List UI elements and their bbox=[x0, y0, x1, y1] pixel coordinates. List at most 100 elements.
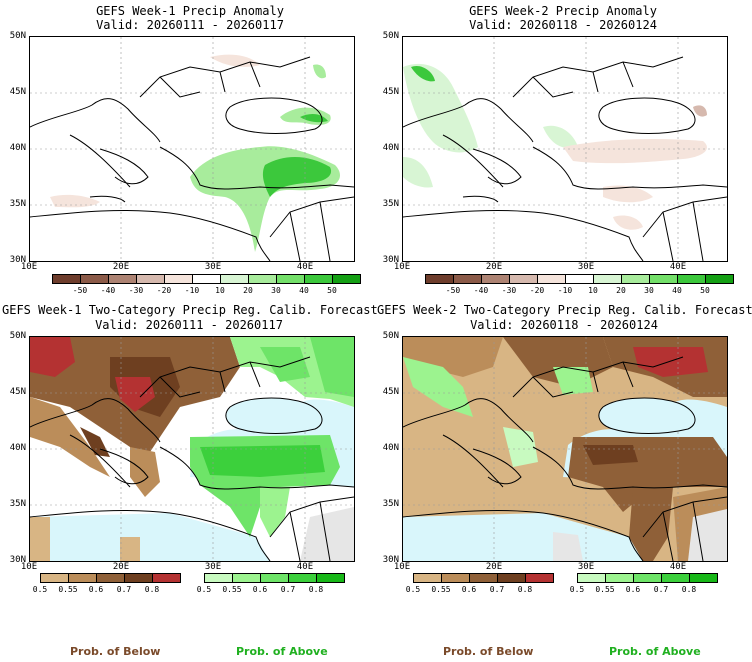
colorbar-swatch bbox=[605, 573, 634, 583]
colorbar-swatch bbox=[232, 573, 261, 583]
colorbar-tick: -50 bbox=[72, 286, 88, 295]
lat-label: 30N bbox=[9, 555, 26, 565]
lat-lon-grid bbox=[403, 337, 727, 561]
colorbar-tick: 0.55 bbox=[595, 585, 615, 594]
colorbar-tick: 0.7 bbox=[489, 585, 505, 594]
lat-label: 45N bbox=[9, 387, 26, 397]
anomaly-colorbar: -50 -40 -30 -20 -10 10 20 30 40 50 bbox=[425, 274, 734, 300]
colorbar-swatch bbox=[96, 573, 125, 583]
lat-label: 30N bbox=[382, 555, 399, 565]
colorbar-swatch bbox=[248, 274, 277, 284]
panel-title: GEFS Week-1 Two-Category Precip Reg. Cal… bbox=[2, 303, 378, 317]
lat-lon-grid bbox=[30, 337, 354, 561]
colorbar-tick: -20 bbox=[156, 286, 172, 295]
colorbar-swatch bbox=[705, 274, 734, 284]
colorbar-tick: 10 bbox=[588, 286, 598, 295]
colorbar-swatch bbox=[276, 274, 305, 284]
probability-map-week1 bbox=[29, 336, 355, 562]
lon-label: 10E bbox=[393, 562, 411, 572]
colorbar-tick: -10 bbox=[557, 286, 573, 295]
colorbar-swatch bbox=[136, 274, 165, 284]
colorbar-swatch bbox=[152, 573, 181, 583]
lon-label: 30E bbox=[577, 262, 595, 272]
lat-label: 35N bbox=[9, 499, 26, 509]
colorbar-swatch bbox=[441, 573, 470, 583]
colorbar-tick: -30 bbox=[501, 286, 517, 295]
panel-valid-dates: Valid: 20260111 - 20260117 bbox=[95, 318, 283, 332]
coastlines bbox=[403, 56, 727, 261]
lat-label: 45N bbox=[382, 387, 399, 397]
colorbar-swatch bbox=[661, 573, 690, 583]
colorbar-swatch bbox=[469, 573, 498, 583]
lon-label: 20E bbox=[485, 262, 503, 272]
colorbar-swatch bbox=[633, 573, 662, 583]
colorbar-tick: 0.7 bbox=[116, 585, 132, 594]
panel-valid-dates: Valid: 20260118 - 20260124 bbox=[470, 318, 658, 332]
lat-lon-grid bbox=[403, 37, 727, 261]
lat-label: 35N bbox=[382, 499, 399, 509]
colorbar-tick: 20 bbox=[616, 286, 626, 295]
colorbar-swatch bbox=[204, 573, 233, 583]
lon-label: 40E bbox=[296, 262, 314, 272]
lon-label: 40E bbox=[669, 562, 687, 572]
colorbar-swatch bbox=[497, 573, 526, 583]
prob-above-label: Prob. of Above bbox=[609, 645, 701, 658]
colorbar-swatch bbox=[220, 274, 249, 284]
colorbar-swatch bbox=[621, 274, 650, 284]
colorbar-tick: 20 bbox=[243, 286, 253, 295]
colorbar-tick: 0.7 bbox=[653, 585, 669, 594]
colorbar-tick: 0.5 bbox=[196, 585, 212, 594]
colorbar-tick: -10 bbox=[184, 286, 200, 295]
colorbar-tick: 0.6 bbox=[625, 585, 641, 594]
colorbar-swatch bbox=[260, 573, 289, 583]
lat-label: 50N bbox=[382, 331, 399, 341]
colorbar-tick: -30 bbox=[128, 286, 144, 295]
colorbar-swatch bbox=[649, 274, 678, 284]
colorbar-tick: 0.5 bbox=[405, 585, 421, 594]
colorbar-swatch bbox=[565, 274, 594, 284]
colorbar-tick: 0.8 bbox=[308, 585, 324, 594]
lon-label: 30E bbox=[204, 262, 222, 272]
colorbar-swatch bbox=[68, 573, 97, 583]
lat-label: 50N bbox=[382, 31, 399, 41]
anomaly-shading bbox=[403, 63, 707, 230]
lon-label: 40E bbox=[669, 262, 687, 272]
colorbar-swatch bbox=[537, 274, 566, 284]
lon-label: 20E bbox=[112, 562, 130, 572]
colorbar-swatch bbox=[80, 274, 109, 284]
anomaly-colorbar: -50 -40 -30 -20 -10 10 20 30 40 50 bbox=[52, 274, 361, 300]
colorbar-tick: -40 bbox=[100, 286, 116, 295]
colorbar-tick: 40 bbox=[299, 286, 309, 295]
lon-label: 10E bbox=[20, 562, 38, 572]
anomaly-map-week2 bbox=[402, 36, 728, 262]
panel-title: GEFS Week-2 Precip Anomaly bbox=[469, 4, 657, 18]
colorbar-tick: 50 bbox=[327, 286, 337, 295]
panel-valid-dates: Valid: 20260118 - 20260124 bbox=[469, 18, 657, 32]
colorbar-tick: 0.6 bbox=[461, 585, 477, 594]
colorbar-tick: 0.55 bbox=[431, 585, 451, 594]
colorbar-tick: 10 bbox=[215, 286, 225, 295]
lat-label: 40N bbox=[9, 443, 26, 453]
lat-label: 50N bbox=[9, 331, 26, 341]
panel-title: GEFS Week-2 Two-Category Precip Reg. Cal… bbox=[377, 303, 752, 317]
lat-label: 45N bbox=[382, 87, 399, 97]
lat-label: 40N bbox=[382, 143, 399, 153]
colorbar-swatch bbox=[509, 274, 538, 284]
anomaly-shading bbox=[50, 54, 340, 252]
lon-label: 30E bbox=[204, 562, 222, 572]
colorbar-swatch bbox=[304, 274, 333, 284]
colorbar-tick: 30 bbox=[644, 286, 654, 295]
colorbar-swatch bbox=[108, 274, 137, 284]
colorbar-swatch bbox=[481, 274, 510, 284]
colorbar-swatch bbox=[453, 274, 482, 284]
colorbar-tick: 0.5 bbox=[32, 585, 48, 594]
colorbar-tick: 0.5 bbox=[569, 585, 585, 594]
colorbar-swatch bbox=[525, 573, 554, 583]
lon-label: 40E bbox=[296, 562, 314, 572]
prob-below-label: Prob. of Below bbox=[70, 645, 161, 658]
colorbar-tick: 0.8 bbox=[144, 585, 160, 594]
above-colorbar: 0.5 0.55 0.6 0.7 0.8 bbox=[197, 573, 345, 599]
colorbar-tick: 0.55 bbox=[58, 585, 78, 594]
colorbar-tick: -40 bbox=[473, 286, 489, 295]
colorbar-swatch bbox=[40, 573, 69, 583]
